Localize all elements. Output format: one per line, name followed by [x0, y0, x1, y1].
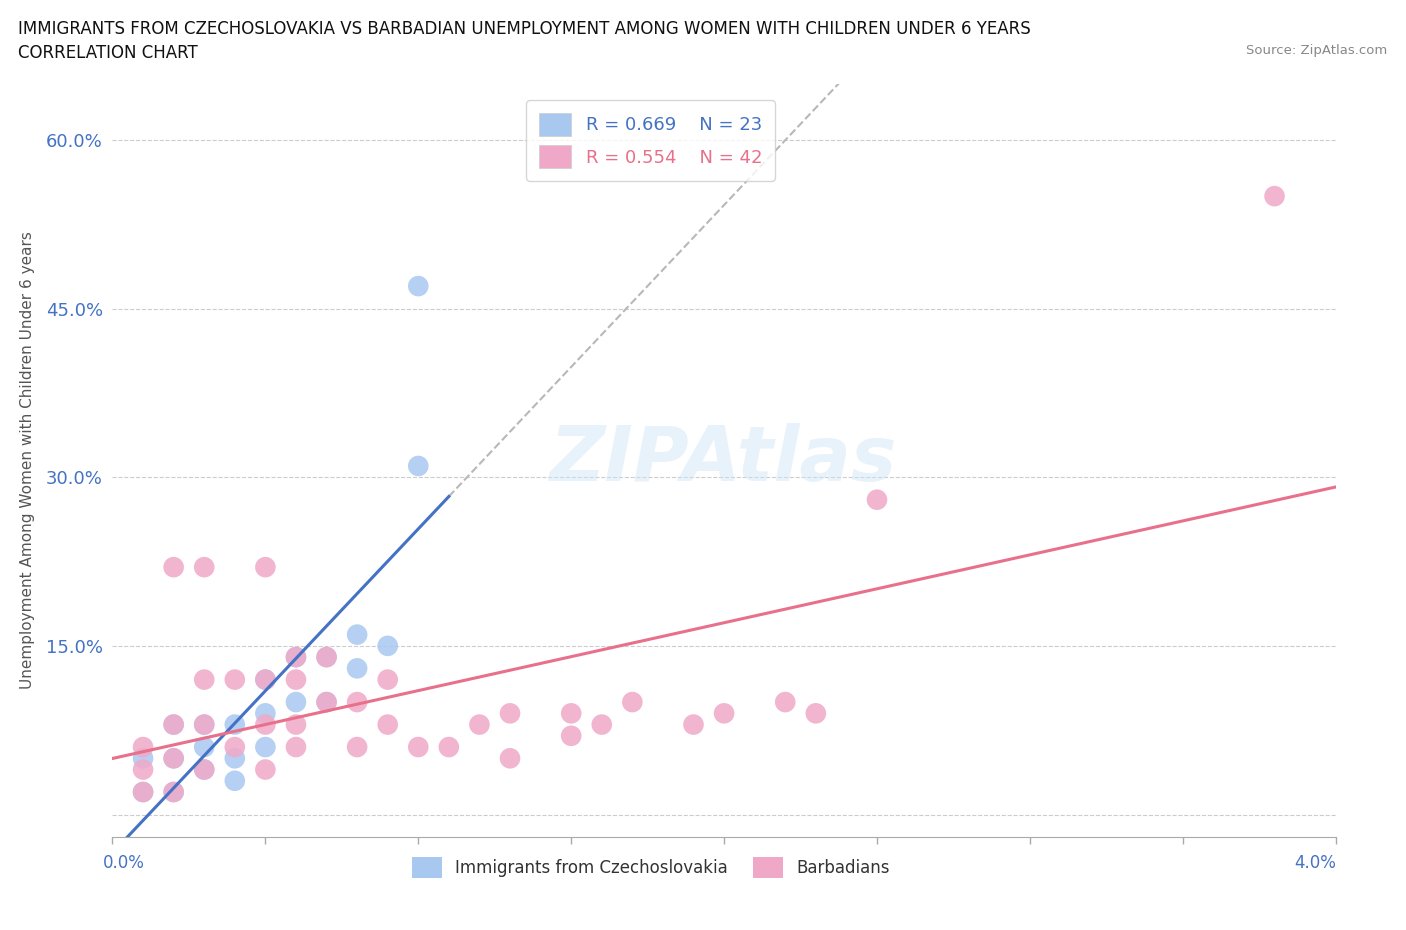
- Point: [284, 739, 308, 754]
- Point: [346, 661, 368, 676]
- Point: [713, 706, 735, 721]
- Point: [132, 785, 155, 800]
- Point: [193, 717, 215, 732]
- Point: [773, 695, 796, 710]
- Point: [315, 695, 337, 710]
- Point: [499, 706, 522, 721]
- Point: [254, 672, 277, 687]
- Point: [224, 774, 246, 789]
- Point: [163, 751, 186, 765]
- Point: [132, 762, 155, 777]
- Point: [254, 717, 277, 732]
- Point: [1264, 189, 1286, 204]
- Point: [224, 739, 246, 754]
- Point: [377, 638, 399, 653]
- Point: [254, 672, 277, 687]
- Point: [499, 751, 522, 765]
- Point: [621, 695, 644, 710]
- Point: [193, 739, 215, 754]
- Point: [804, 706, 827, 721]
- Text: Source: ZipAtlas.com: Source: ZipAtlas.com: [1247, 44, 1388, 57]
- Point: [163, 717, 186, 732]
- Point: [163, 751, 186, 765]
- Point: [224, 717, 246, 732]
- Point: [408, 279, 430, 294]
- Point: [193, 672, 215, 687]
- Point: [315, 650, 337, 665]
- Text: 4.0%: 4.0%: [1294, 855, 1336, 872]
- Point: [377, 717, 399, 732]
- Point: [284, 717, 308, 732]
- Point: [284, 672, 308, 687]
- Point: [408, 458, 430, 473]
- Point: [254, 706, 277, 721]
- Y-axis label: Unemployment Among Women with Children Under 6 years: Unemployment Among Women with Children U…: [20, 232, 35, 689]
- Point: [468, 717, 491, 732]
- Point: [193, 762, 215, 777]
- Point: [408, 739, 430, 754]
- Point: [346, 739, 368, 754]
- Point: [163, 785, 186, 800]
- Point: [254, 762, 277, 777]
- Text: ZIPAtlas: ZIPAtlas: [550, 423, 898, 498]
- Point: [193, 560, 215, 575]
- Point: [224, 751, 246, 765]
- Point: [284, 650, 308, 665]
- Point: [193, 717, 215, 732]
- Point: [193, 762, 215, 777]
- Point: [315, 695, 337, 710]
- Text: CORRELATION CHART: CORRELATION CHART: [18, 44, 198, 61]
- Point: [254, 739, 277, 754]
- Point: [437, 739, 460, 754]
- Point: [560, 706, 582, 721]
- Point: [284, 695, 308, 710]
- Point: [346, 695, 368, 710]
- Point: [284, 650, 308, 665]
- Point: [346, 627, 368, 642]
- Point: [591, 717, 613, 732]
- Point: [163, 717, 186, 732]
- Point: [377, 672, 399, 687]
- Point: [132, 751, 155, 765]
- Point: [132, 739, 155, 754]
- Point: [254, 560, 277, 575]
- Point: [682, 717, 704, 732]
- Point: [560, 728, 582, 743]
- Point: [163, 560, 186, 575]
- Point: [866, 492, 889, 507]
- Text: IMMIGRANTS FROM CZECHOSLOVAKIA VS BARBADIAN UNEMPLOYMENT AMONG WOMEN WITH CHILDR: IMMIGRANTS FROM CZECHOSLOVAKIA VS BARBAD…: [18, 20, 1031, 38]
- Point: [224, 672, 246, 687]
- Text: 0.0%: 0.0%: [103, 855, 145, 872]
- Point: [132, 785, 155, 800]
- Point: [315, 650, 337, 665]
- Legend: Immigrants from Czechoslovakia, Barbadians: Immigrants from Czechoslovakia, Barbadia…: [405, 850, 896, 885]
- Point: [163, 785, 186, 800]
